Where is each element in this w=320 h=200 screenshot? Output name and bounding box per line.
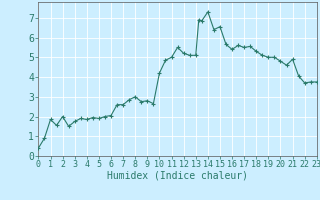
X-axis label: Humidex (Indice chaleur): Humidex (Indice chaleur) [107, 171, 248, 181]
